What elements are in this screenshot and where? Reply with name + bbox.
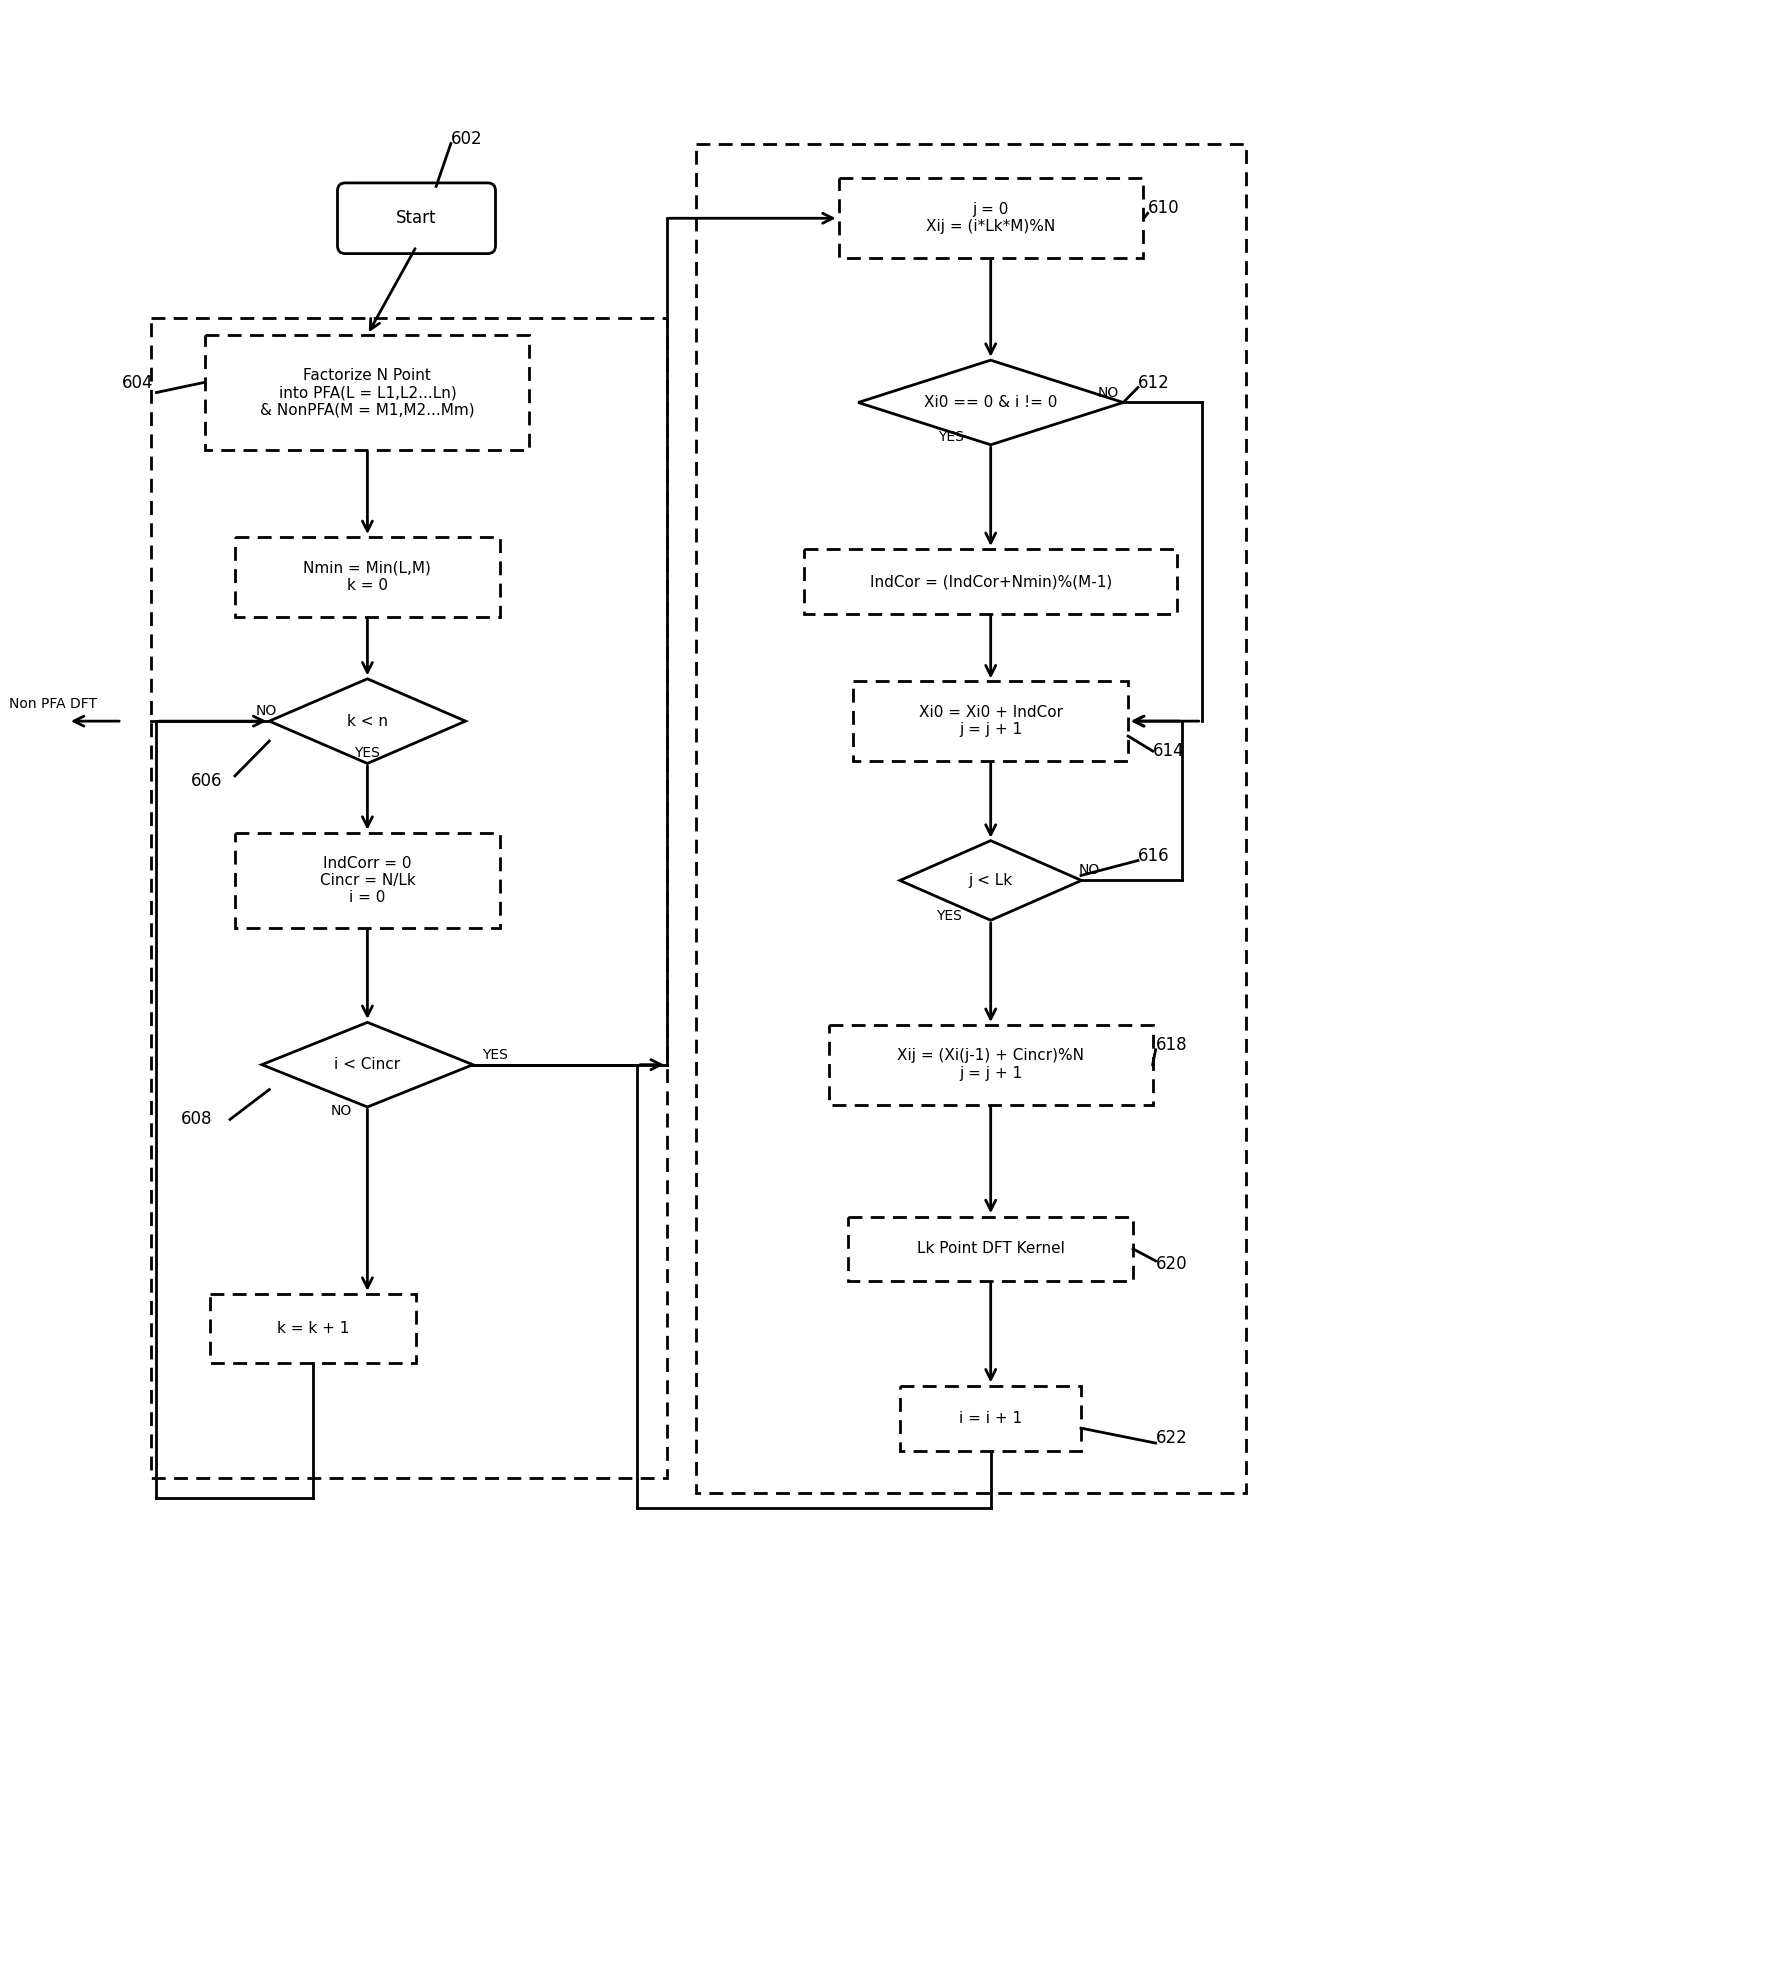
Text: 616: 616 bbox=[1137, 847, 1169, 865]
Bar bbox=[205, 336, 530, 450]
Text: Xi0 = Xi0 + IndCor
j = j + 1: Xi0 = Xi0 + IndCor j = j + 1 bbox=[919, 705, 1062, 737]
Text: IndCorr = 0
Cincr = N/Lk
i = 0: IndCorr = 0 Cincr = N/Lk i = 0 bbox=[320, 855, 416, 905]
Text: Non PFA DFT: Non PFA DFT bbox=[9, 697, 98, 711]
Polygon shape bbox=[859, 359, 1123, 444]
Bar bbox=[236, 833, 500, 928]
Bar bbox=[236, 537, 500, 616]
Bar bbox=[211, 1294, 416, 1363]
Text: Xi0 == 0 & i != 0: Xi0 == 0 & i != 0 bbox=[925, 395, 1057, 411]
Text: 606: 606 bbox=[191, 772, 223, 790]
Text: NO: NO bbox=[255, 705, 277, 719]
Bar bbox=[839, 178, 1142, 259]
Bar bbox=[152, 318, 668, 1477]
Text: i = i + 1: i = i + 1 bbox=[959, 1410, 1023, 1426]
Bar bbox=[853, 681, 1128, 760]
Text: k < n: k < n bbox=[346, 713, 387, 729]
Text: YES: YES bbox=[355, 747, 380, 760]
Polygon shape bbox=[262, 1023, 473, 1108]
Text: Lk Point DFT Kernel: Lk Point DFT Kernel bbox=[917, 1242, 1064, 1256]
Text: 608: 608 bbox=[180, 1110, 212, 1128]
Text: 602: 602 bbox=[452, 130, 482, 148]
Text: j < Lk: j < Lk bbox=[969, 873, 1012, 889]
Text: IndCor = (IndCor+Nmin)%(M-1): IndCor = (IndCor+Nmin)%(M-1) bbox=[869, 575, 1112, 589]
Text: Xij = (Xi(j-1) + Cincr)%N
j = j + 1: Xij = (Xi(j-1) + Cincr)%N j = j + 1 bbox=[898, 1049, 1083, 1080]
Bar bbox=[900, 1386, 1082, 1450]
Text: Factorize N Point
into PFA(L = L1,L2...Ln)
& NonPFA(M = M1,M2...Mm): Factorize N Point into PFA(L = L1,L2...L… bbox=[261, 367, 475, 417]
Text: YES: YES bbox=[937, 908, 962, 922]
Text: NO: NO bbox=[1078, 863, 1100, 877]
Text: YES: YES bbox=[939, 431, 964, 444]
Text: j = 0
Xij = (i*Lk*M)%N: j = 0 Xij = (i*Lk*M)%N bbox=[926, 201, 1055, 235]
Bar bbox=[696, 144, 1246, 1493]
Text: 612: 612 bbox=[1137, 373, 1169, 391]
Polygon shape bbox=[270, 679, 466, 764]
Text: NO: NO bbox=[1098, 385, 1119, 399]
Text: YES: YES bbox=[482, 1047, 509, 1063]
Text: k = k + 1: k = k + 1 bbox=[277, 1321, 350, 1335]
Bar bbox=[848, 1217, 1133, 1282]
Text: 620: 620 bbox=[1155, 1254, 1187, 1272]
Text: NO: NO bbox=[330, 1104, 352, 1118]
Polygon shape bbox=[900, 841, 1082, 920]
Text: 604: 604 bbox=[121, 373, 154, 391]
Text: 622: 622 bbox=[1155, 1430, 1187, 1448]
FancyBboxPatch shape bbox=[337, 184, 496, 253]
Text: i < Cincr: i < Cincr bbox=[334, 1057, 400, 1072]
Text: Start: Start bbox=[396, 209, 437, 227]
Text: 618: 618 bbox=[1155, 1035, 1187, 1055]
Text: 610: 610 bbox=[1148, 199, 1180, 217]
Text: 614: 614 bbox=[1153, 743, 1183, 760]
Text: Nmin = Min(L,M)
k = 0: Nmin = Min(L,M) k = 0 bbox=[303, 561, 432, 592]
Bar bbox=[828, 1025, 1153, 1104]
Bar bbox=[805, 549, 1176, 614]
